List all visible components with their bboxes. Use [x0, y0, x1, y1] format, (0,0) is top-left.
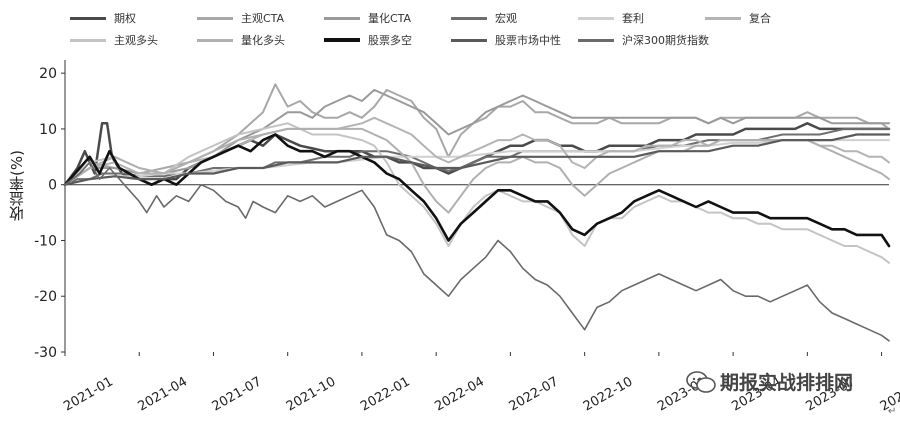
return-mark: ↵	[888, 406, 897, 417]
legend-item: 主观CTA	[197, 8, 284, 28]
x-tick-label: 2022-07	[507, 374, 562, 414]
legend-item: 期权	[70, 8, 136, 28]
legend-label: 复合	[749, 12, 771, 25]
legend-swatch	[70, 38, 106, 42]
legend-swatch	[451, 38, 487, 42]
legend-label: 沪深300期货指数	[622, 34, 709, 47]
series-line-8	[63, 133, 891, 248]
series-line-10	[64, 161, 890, 342]
x-tick-label: 2022-04	[432, 374, 487, 414]
chart-legend: 期权 主观CTA 量化CTA 宏观 套利 复合主观多头 量化多头 股票多空 股票市场中性 沪深30…	[70, 8, 890, 60]
legend-item: 量化CTA	[324, 8, 411, 28]
legend-label: 宏观	[495, 12, 517, 25]
legend-swatch	[578, 16, 614, 20]
x-tick-label: 2022-10	[581, 374, 636, 414]
legend-label: 主观多头	[114, 34, 158, 47]
watermark-text: 期报实战排排网	[720, 372, 854, 394]
y-tick-label: 10	[39, 122, 57, 138]
legend-item: 沪深300期货指数	[578, 30, 709, 50]
legend-item: 股票市场中性	[451, 30, 561, 50]
series-line-6	[64, 122, 890, 264]
legend-swatch	[578, 38, 614, 42]
y-tick-label: -10	[34, 233, 57, 249]
series-line-4	[64, 139, 890, 186]
legend-item: 复合	[705, 8, 771, 28]
legend-label: 套利	[622, 12, 644, 25]
legend-swatch	[324, 16, 360, 20]
legend-label: 期权	[114, 12, 136, 25]
x-tick-label: 2021-04	[135, 374, 190, 414]
legend-swatch	[70, 16, 106, 20]
legend-label: 量化CTA	[368, 12, 412, 25]
legend-item: 股票多空	[324, 30, 412, 50]
x-tick-label: 2021-10	[284, 374, 339, 414]
legend-item: 量化多头	[197, 30, 285, 50]
x-tick-label: 2021-01	[61, 374, 116, 414]
legend-item: 套利	[578, 8, 644, 28]
series-line-2	[64, 88, 890, 186]
watermark: 期报实战排排网	[686, 368, 853, 395]
y-tick-label: -20	[34, 289, 57, 305]
legend-item: 主观多头	[70, 30, 158, 50]
legend-swatch	[197, 38, 233, 42]
legend-label: 主观CTA	[241, 12, 285, 25]
legend-label: 股票市场中性	[495, 34, 561, 47]
legend-label: 股票多空	[368, 34, 412, 47]
legend-swatch	[705, 16, 741, 20]
y-tick-label: -30	[34, 345, 57, 361]
legend-item: 宏观	[451, 8, 517, 28]
legend-swatch	[324, 38, 360, 42]
legend-swatch	[451, 16, 487, 20]
wechat-icon	[686, 370, 716, 393]
x-tick-label: 2021-07	[210, 374, 265, 414]
series-line-9	[63, 133, 891, 186]
y-tick-label: 20	[39, 66, 57, 82]
x-tick-label: 2022-01	[358, 374, 413, 414]
legend-label: 量化多头	[241, 34, 285, 47]
y-tick-label: 0	[48, 178, 57, 194]
y-axis-label: 收益率(%)	[8, 150, 26, 221]
legend-swatch	[197, 16, 233, 20]
